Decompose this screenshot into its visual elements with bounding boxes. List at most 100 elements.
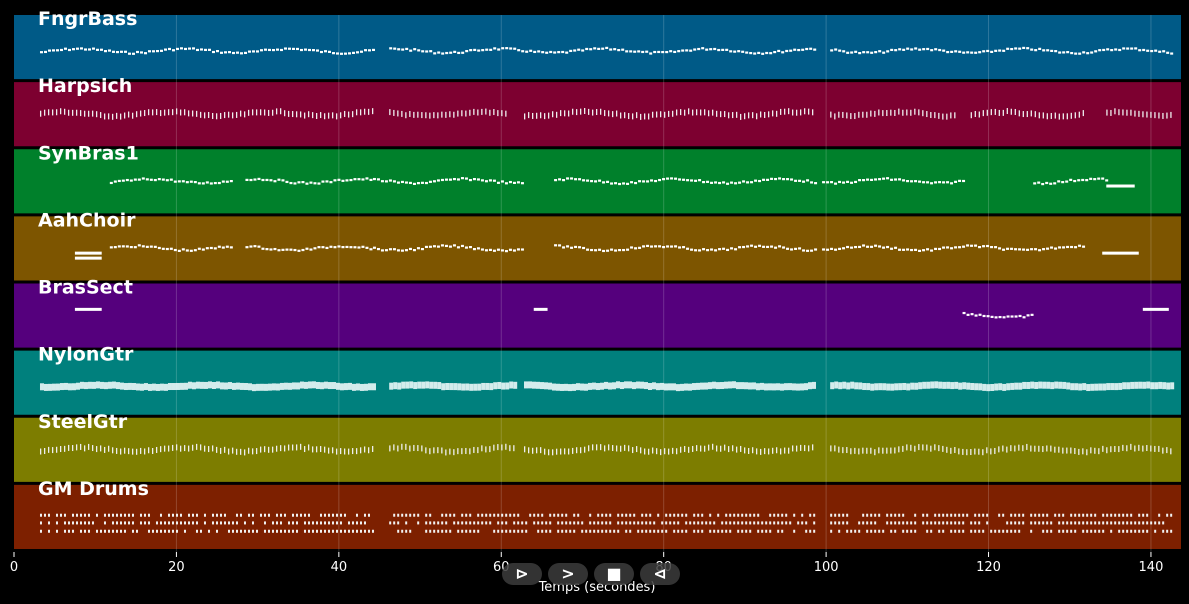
note xyxy=(545,521,548,525)
note xyxy=(297,181,301,184)
note xyxy=(175,47,179,51)
note xyxy=(600,108,602,115)
note xyxy=(167,47,171,51)
note xyxy=(761,52,765,55)
note xyxy=(327,447,330,454)
note xyxy=(497,110,499,117)
note xyxy=(508,180,512,184)
back-button[interactable]: ⊲ xyxy=(640,563,680,585)
note xyxy=(517,49,521,52)
note xyxy=(279,445,282,452)
note xyxy=(359,50,363,53)
back-icon: ⊲ xyxy=(653,564,667,583)
note xyxy=(139,521,142,525)
note xyxy=(624,444,626,451)
note xyxy=(874,513,877,517)
note xyxy=(461,529,464,533)
note xyxy=(231,521,234,525)
note xyxy=(107,529,110,533)
note xyxy=(417,521,420,525)
note xyxy=(87,110,90,117)
note xyxy=(886,521,889,525)
note xyxy=(327,513,330,517)
note xyxy=(545,529,548,533)
note xyxy=(561,513,564,517)
note xyxy=(367,529,370,533)
note xyxy=(684,383,689,391)
note xyxy=(918,382,923,390)
note xyxy=(331,382,336,390)
note xyxy=(942,381,947,389)
note xyxy=(481,382,486,390)
play-button[interactable]: ⊳ xyxy=(502,563,542,585)
note xyxy=(645,521,648,525)
note xyxy=(700,109,702,116)
stop-button[interactable]: ■ xyxy=(594,563,634,585)
note xyxy=(588,108,590,115)
note xyxy=(640,381,645,389)
note xyxy=(1158,445,1160,452)
note xyxy=(1066,51,1070,54)
forward-button[interactable]: > xyxy=(548,563,588,585)
note xyxy=(139,513,142,517)
note xyxy=(704,109,706,116)
note xyxy=(1170,513,1173,517)
note xyxy=(592,382,597,390)
note xyxy=(271,446,274,453)
note xyxy=(890,109,892,116)
note xyxy=(668,110,670,117)
note xyxy=(384,249,388,252)
note xyxy=(255,50,259,53)
note xyxy=(1130,521,1133,525)
note xyxy=(998,529,1001,533)
note xyxy=(261,247,265,250)
note xyxy=(1010,247,1014,250)
note xyxy=(601,529,604,533)
note xyxy=(1058,529,1061,533)
note xyxy=(718,181,722,185)
note xyxy=(173,180,177,183)
note xyxy=(954,50,958,53)
note xyxy=(309,248,313,251)
note xyxy=(412,182,416,186)
note xyxy=(642,180,646,183)
note xyxy=(315,49,319,52)
note xyxy=(195,529,198,533)
note xyxy=(319,50,323,54)
note xyxy=(1054,50,1058,53)
note xyxy=(762,245,766,248)
note xyxy=(605,513,608,517)
note xyxy=(425,513,428,517)
note xyxy=(183,445,186,452)
note xyxy=(994,246,998,249)
note xyxy=(830,513,833,517)
note xyxy=(1006,315,1010,318)
note xyxy=(331,521,334,525)
note xyxy=(445,529,448,533)
note xyxy=(918,48,922,51)
note xyxy=(425,447,427,454)
track-band-7 xyxy=(14,484,1181,549)
note xyxy=(986,315,990,318)
note xyxy=(219,447,222,454)
note xyxy=(749,521,752,525)
note xyxy=(509,513,512,517)
note xyxy=(1090,447,1092,454)
note xyxy=(890,529,893,533)
note xyxy=(982,513,985,517)
note xyxy=(465,49,469,53)
note xyxy=(633,50,637,53)
note xyxy=(617,513,620,517)
note xyxy=(1134,381,1139,389)
note xyxy=(1066,245,1070,249)
note xyxy=(111,50,115,53)
note xyxy=(617,521,620,525)
note xyxy=(780,383,785,391)
note xyxy=(922,181,926,184)
note xyxy=(321,246,325,249)
note xyxy=(593,529,596,533)
note xyxy=(115,112,118,119)
note xyxy=(666,177,670,180)
note xyxy=(793,48,797,51)
note xyxy=(822,248,826,251)
